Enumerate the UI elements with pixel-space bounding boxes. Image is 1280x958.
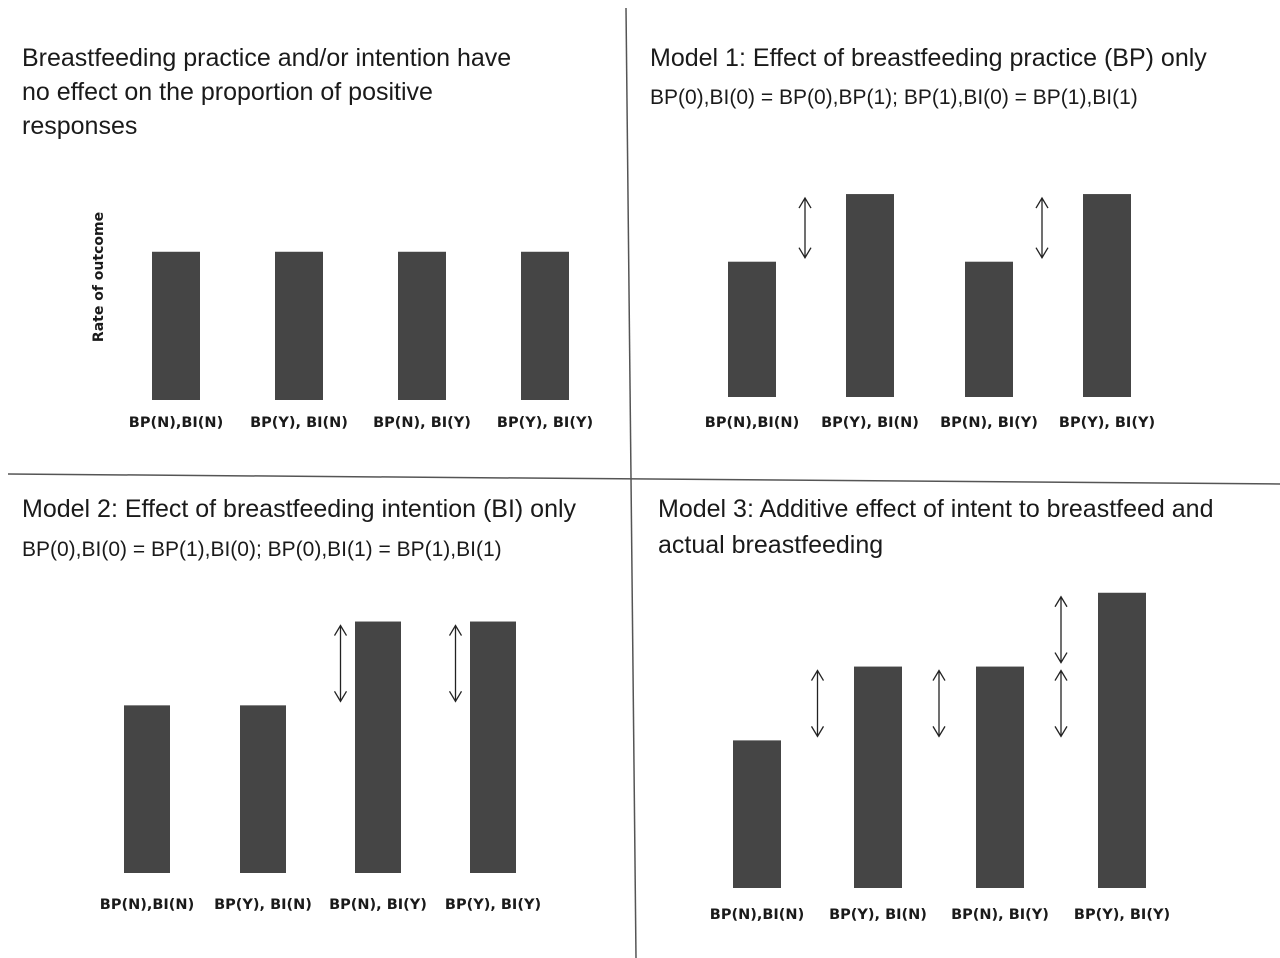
arrow-head-up (1035, 196, 1049, 209)
chart-panel-4: Model 3: Additive effect of intent to br… (658, 495, 1213, 923)
arrow-head-up (1054, 669, 1068, 681)
chart-panel-3: Model 2: Effect of breastfeeding intenti… (22, 495, 577, 913)
chart-title-line: no effect on the proportion of positive (22, 78, 433, 106)
effect-arrow (1054, 669, 1068, 738)
effect-arrow (810, 669, 825, 738)
x-tick-label: BP(N),BI(N) (705, 415, 799, 431)
effect-arrow (448, 624, 463, 703)
chart-panel-2: Model 1: Effect of breastfeeding practic… (650, 44, 1207, 431)
arrow-head-up (932, 669, 946, 681)
x-tick-label: BP(Y), BI(N) (214, 897, 312, 913)
bar (1098, 592, 1146, 888)
effect-arrow (798, 196, 812, 259)
arrow-head-up (810, 669, 825, 681)
bar (965, 261, 1013, 397)
arrow-head-up (333, 624, 348, 636)
x-tick-label: BP(N),BI(N) (710, 907, 804, 923)
bar (846, 194, 894, 397)
x-tick-label: BP(N), BI(Y) (329, 897, 427, 913)
bar (355, 621, 401, 873)
x-tick-label: BP(Y), BI(Y) (497, 415, 593, 431)
chart-title-line: Model 1: Effect of breastfeeding practic… (650, 44, 1207, 72)
chart-title-line: responses (22, 112, 137, 140)
chart-subtitle: BP(0),BI(0) = BP(0),BP(1); BP(1),BI(0) =… (650, 86, 1138, 109)
arrow-head-down (1035, 247, 1049, 259)
arrow-head-down (932, 726, 946, 738)
effect-arrow (932, 669, 946, 738)
horizontal-divider (7, 473, 1280, 485)
vertical-divider-bottom (630, 477, 637, 958)
arrow-head-up (798, 196, 812, 209)
x-tick-label: BP(N),BI(N) (129, 415, 223, 431)
x-tick-label: BP(Y), BI(Y) (445, 897, 541, 913)
x-tick-label: BP(N), BI(Y) (951, 907, 1049, 923)
y-axis-label: Rate of outcome (91, 212, 107, 342)
chart-title-line: Breastfeeding practice and/or intention … (22, 44, 511, 72)
bar (1083, 194, 1131, 397)
chart-title-line: Model 2: Effect of breastfeeding intenti… (22, 495, 577, 523)
bar (521, 251, 569, 400)
bar (240, 705, 286, 873)
bar (152, 251, 200, 400)
arrow-head-down (448, 691, 463, 703)
effect-arrow (1054, 595, 1068, 664)
x-tick-label: BP(N), BI(Y) (373, 415, 471, 431)
bar (854, 666, 902, 888)
arrow-head-down (810, 726, 825, 738)
x-tick-label: BP(N), BI(Y) (940, 415, 1038, 431)
bar (124, 705, 170, 873)
arrow-head-up (448, 624, 463, 636)
effect-arrow (1035, 196, 1049, 259)
x-tick-label: BP(Y), BI(N) (829, 907, 927, 923)
x-tick-label: BP(Y), BI(N) (250, 415, 348, 431)
bar (976, 666, 1024, 888)
chart-title-line: Model 3: Additive effect of intent to br… (658, 495, 1213, 523)
chart-subtitle: BP(0),BI(0) = BP(1),BI(0); BP(0),BI(1) =… (22, 538, 502, 561)
bar (398, 251, 446, 400)
arrow-head-down (1054, 726, 1068, 738)
x-tick-label: BP(N),BI(N) (100, 897, 194, 913)
x-tick-label: BP(Y), BI(Y) (1074, 907, 1170, 923)
arrow-head-down (798, 247, 812, 259)
effect-arrow (333, 624, 348, 703)
arrow-head-down (1054, 652, 1068, 664)
bar (728, 261, 776, 397)
bar (470, 621, 516, 873)
arrow-head-up (1054, 595, 1068, 608)
x-tick-label: BP(Y), BI(Y) (1059, 415, 1155, 431)
x-tick-label: BP(Y), BI(N) (821, 415, 919, 431)
bar (275, 251, 323, 400)
chart-panel-1: Breastfeeding practice and/or intention … (22, 44, 593, 431)
vertical-divider-top (625, 7, 632, 479)
arrow-head-down (333, 691, 348, 703)
bar (733, 740, 781, 888)
chart-title-line: actual breastfeeding (658, 531, 883, 559)
